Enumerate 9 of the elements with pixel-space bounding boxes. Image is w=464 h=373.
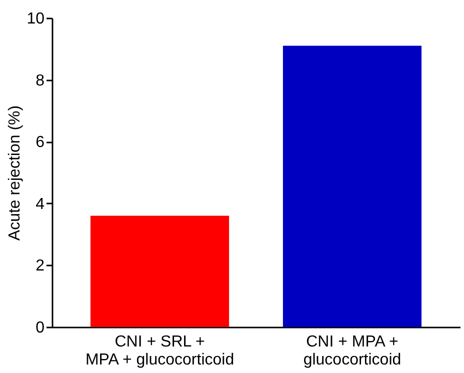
- y-tick-label: 10: [26, 10, 45, 28]
- y-tick-label: 4: [36, 196, 45, 213]
- x-tick-label: CNI + SRL + MPA + glucocorticoid: [85, 334, 234, 368]
- y-tick-label: 0: [36, 320, 45, 336]
- x-tick-label: CNI + MPA + glucocorticoid: [303, 334, 402, 368]
- y-axis-title: Acute rejection (%): [6, 105, 24, 241]
- y-tick-label: 2: [36, 258, 45, 275]
- y-tick-label: 8: [36, 72, 45, 90]
- y-tick-label: 6: [36, 134, 45, 152]
